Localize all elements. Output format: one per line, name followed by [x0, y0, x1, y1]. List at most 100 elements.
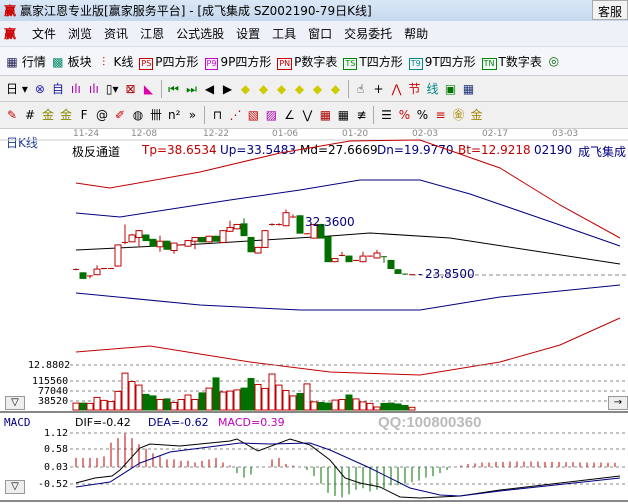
- n2-icon[interactable]: n²: [168, 108, 181, 122]
- kline-button[interactable]: ⫶ K线: [98, 53, 133, 70]
- zoom-all-icon[interactable]: ◆: [312, 81, 323, 96]
- right-icon[interactable]: ▶: [222, 81, 233, 96]
- target-icon[interactable]: ◎: [548, 54, 560, 68]
- bar3-icon[interactable]: ılı: [70, 81, 81, 96]
- flag-icon[interactable]: ◣: [143, 81, 154, 96]
- restore-icon[interactable]: ⊠: [125, 81, 136, 96]
- indicator-name[interactable]: 极反通道: [72, 145, 121, 159]
- nav-left-icon[interactable]: ◆: [240, 81, 251, 96]
- menu-news[interactable]: 资讯: [104, 27, 129, 41]
- p-number-table-button[interactable]: PN P数字表: [277, 54, 338, 70]
- candle: [339, 251, 345, 257]
- candle-body: [142, 234, 150, 242]
- sector-button[interactable]: ▩ 板块: [52, 54, 92, 69]
- box-icon[interactable]: ⊓: [212, 108, 223, 122]
- more-icon[interactable]: »: [188, 108, 197, 122]
- quote-button[interactable]: ▦ 行情: [6, 54, 46, 69]
- period-select[interactable]: 日 ▾: [6, 82, 28, 96]
- 9p-square-button[interactable]: P9 9P四方形: [204, 54, 272, 70]
- volume-bar: [121, 372, 129, 411]
- angle-icon[interactable]: ∠: [284, 108, 295, 122]
- line-tool-icon[interactable]: ⋀: [391, 81, 402, 96]
- fan-icon[interactable]: ⋰: [229, 108, 242, 122]
- divider: [347, 79, 349, 98]
- gold-circle-icon[interactable]: ㊎: [452, 108, 465, 122]
- candle: [135, 230, 143, 247]
- marker-icon[interactable]: ✐: [115, 108, 126, 122]
- parallel-icon[interactable]: ≢: [356, 108, 367, 122]
- bar9-icon[interactable]: ılı: [88, 81, 99, 96]
- date-tick: 11-24: [73, 129, 100, 139]
- circle-icon[interactable]: ◍: [132, 108, 144, 122]
- zoom-h-icon[interactable]: ◆: [276, 81, 287, 96]
- left-icon[interactable]: ◀: [204, 81, 215, 96]
- t-number-table-button[interactable]: TN T数字表: [481, 54, 542, 70]
- volume-bar: [254, 384, 262, 411]
- wave-icon[interactable]: ⋁: [302, 108, 313, 122]
- last-icon[interactable]: ⏭: [186, 81, 197, 96]
- gann-box-icon[interactable]: ▧: [247, 108, 260, 122]
- nav-right-icon[interactable]: ◆: [258, 81, 269, 96]
- square-grid-icon[interactable]: ▦: [319, 108, 332, 122]
- candle: [93, 265, 101, 276]
- candle: [170, 242, 178, 254]
- percent-icon[interactable]: %: [416, 108, 429, 122]
- gold-levels-icon[interactable]: 金: [470, 108, 483, 122]
- window-title: 赢家江恩专业版[赢家服务平台] - [成飞集成 SZ002190-79日K线]: [20, 4, 372, 18]
- stock-code: 02190: [534, 143, 573, 157]
- grid-icon[interactable]: #: [24, 108, 36, 122]
- zoom-v-icon[interactable]: ◆: [330, 81, 341, 96]
- volume-bar: [366, 402, 374, 411]
- candle: [142, 234, 150, 242]
- t-square-button[interactable]: TS T四方形: [343, 54, 403, 70]
- up-value: Up=33.5483: [220, 143, 297, 157]
- crosshair-icon[interactable]: +: [373, 81, 384, 96]
- f-lines-icon[interactable]: F: [80, 108, 88, 122]
- first-icon[interactable]: ⏮: [168, 81, 179, 96]
- candle-body: [212, 235, 220, 242]
- menu-file[interactable]: 文件: [32, 27, 57, 41]
- gold-ratio2-icon[interactable]: 金: [60, 108, 73, 122]
- volume-bar: [380, 402, 388, 411]
- candle-type-icon[interactable]: ▯▾: [105, 81, 119, 96]
- candle: [108, 267, 114, 270]
- menu-tools[interactable]: 工具: [272, 27, 297, 41]
- 9t-square-button[interactable]: T9 9T四方形: [408, 54, 476, 70]
- shrink-h-icon[interactable]: ◆: [294, 81, 305, 96]
- service-button[interactable]: 客服: [591, 0, 628, 20]
- calculator-icon[interactable]: ▦: [462, 81, 475, 96]
- menu-formula[interactable]: 公式选股: [176, 27, 225, 41]
- line-icon[interactable]: 线: [426, 81, 439, 96]
- md-value: Md=27.6669: [300, 143, 378, 157]
- square-grid2-icon[interactable]: ▦: [337, 108, 350, 122]
- menu-browse[interactable]: 浏览: [68, 27, 93, 41]
- cycle-icon[interactable]: 卌: [150, 108, 163, 122]
- overlay-icon[interactable]: ⊗: [34, 81, 45, 96]
- section-icon[interactable]: 节: [408, 81, 421, 96]
- self-select-icon[interactable]: 自: [51, 81, 64, 96]
- percent-line-icon[interactable]: %: [398, 108, 411, 122]
- gold-ratio-icon[interactable]: 金: [42, 108, 55, 122]
- pen-icon[interactable]: ✎: [6, 108, 18, 122]
- menu-help[interactable]: 帮助: [404, 27, 429, 41]
- menu-gann[interactable]: 江恩: [140, 27, 165, 41]
- p-square-button[interactable]: PS P四方形: [139, 54, 199, 70]
- menu-window[interactable]: 窗口: [308, 27, 333, 41]
- hand-icon[interactable]: ☝: [356, 81, 365, 96]
- gann-grid-icon[interactable]: ▨: [265, 108, 278, 122]
- watermark-text: QQ:100800360: [378, 414, 481, 431]
- date-tick: 12-08: [131, 129, 158, 139]
- list-icon[interactable]: ☰: [381, 108, 392, 122]
- candle: [149, 238, 157, 247]
- volume-collapse-button[interactable]: ▽: [5, 396, 25, 410]
- percent-levels-icon[interactable]: ≡: [435, 108, 446, 122]
- scroll-right-button[interactable]: →: [608, 396, 628, 410]
- menu-settings[interactable]: 设置: [236, 27, 261, 41]
- candle: [79, 272, 87, 279]
- calendar-icon[interactable]: ▣: [444, 81, 457, 96]
- volume-bar: [177, 399, 185, 411]
- menu-trade[interactable]: 交易委托: [344, 27, 393, 41]
- volume-bar: [205, 387, 213, 411]
- spiral-icon[interactable]: @: [96, 108, 109, 122]
- macd-collapse-button[interactable]: ▽: [5, 480, 25, 494]
